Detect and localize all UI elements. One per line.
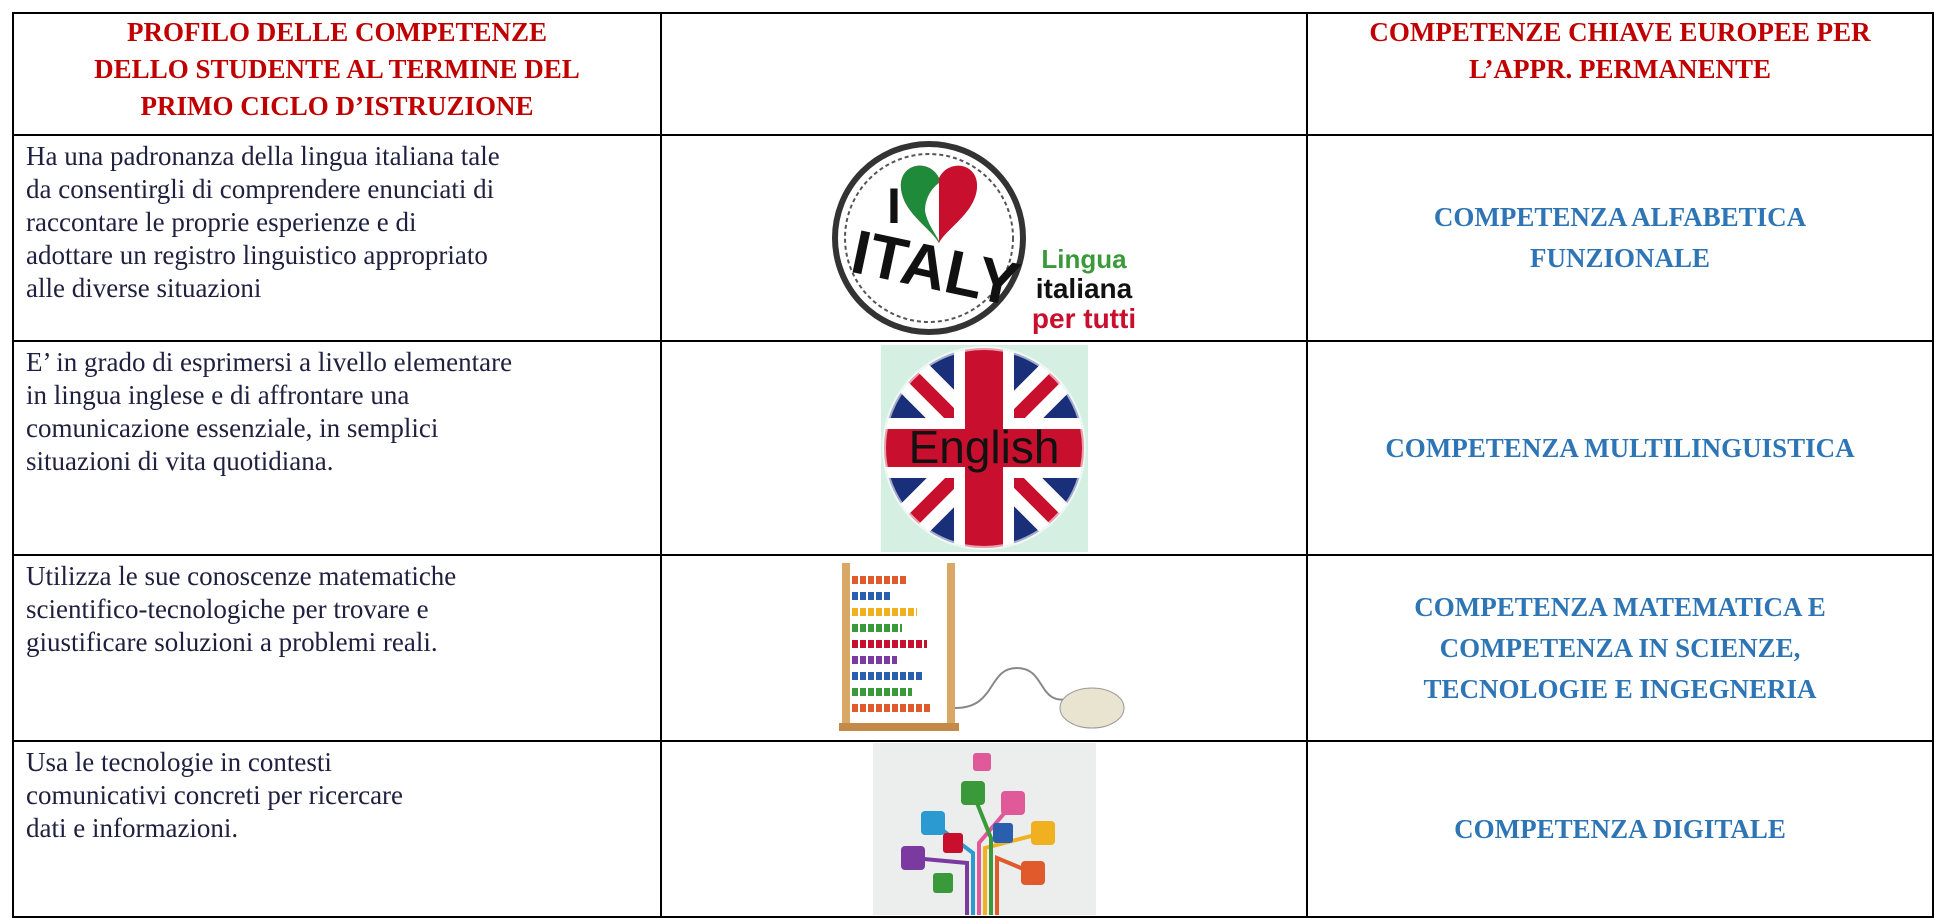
competence-cell: COMPETENZA DIGITALE: [1306, 740, 1934, 918]
row: E’ in grado di esprimersi a livello elem…: [12, 340, 1934, 556]
competence-cell: COMPETENZA MULTILINGUISTICA: [1306, 340, 1934, 556]
text-line: Ha una padronanza della lingua italiana …: [26, 141, 500, 171]
header-empty: [660, 12, 1308, 136]
profile-cell: Usa le tecnologie in contesti comunicati…: [12, 740, 662, 918]
text-line: da consentirgli di comprendere enunciati…: [26, 174, 495, 204]
competence-line: TECNOLOGIE E INGEGNERIA: [1423, 673, 1817, 704]
header-line: PRIMO CICLO D’ISTRUZIONE: [140, 91, 534, 121]
text-line: E’ in grado di esprimersi a livello elem…: [26, 347, 513, 377]
text-line: Utilizza le sue conoscenze matematiche: [26, 561, 457, 591]
competence-table: PROFILO DELLE COMPETENZE DELLO STUDENTE …: [12, 12, 1934, 918]
text-line: in lingua inglese e di affrontare una: [26, 380, 410, 410]
header-key: COMPETENZE CHIAVE EUROPEE PER L’APPR. PE…: [1306, 12, 1934, 136]
image-cell: [660, 740, 1308, 918]
profile-cell: Utilizza le sue conoscenze matematiche s…: [12, 554, 662, 742]
digital-tree-image: [872, 743, 1096, 915]
text-line: scientifico-tecnologiche per trovare e: [26, 594, 429, 624]
header-line: L’APPR. PERMANENTE: [1468, 54, 1771, 84]
english-logo: English: [880, 344, 1088, 552]
competence-cell: COMPETENZA MATEMATICA E COMPETENZA IN SC…: [1306, 554, 1934, 742]
competence-line: COMPETENZA ALFABETICA: [1433, 202, 1807, 232]
logo-text: ITALY: [846, 218, 1025, 321]
competence-line: FUNZIONALE: [1529, 243, 1711, 273]
logo-text: Lingua: [1041, 244, 1127, 274]
text-line: comunicazione essenziale, in semplici: [26, 413, 439, 443]
row: Ha una padronanza della lingua italiana …: [12, 134, 1934, 342]
logo-text: italiana: [1036, 273, 1133, 304]
profile-cell: E’ in grado di esprimersi a livello elem…: [12, 340, 662, 556]
competence-line: COMPETENZA IN SCIENZE,: [1439, 632, 1801, 663]
competence-line: COMPETENZA DIGITALE: [1454, 813, 1786, 844]
abacus-image: [838, 563, 1124, 731]
text-line: adottare un registro linguistico appropr…: [26, 240, 488, 270]
header-line: COMPETENZE CHIAVE EUROPEE PER: [1369, 17, 1871, 47]
header-line: PROFILO DELLE COMPETENZE: [126, 17, 548, 47]
row: Utilizza le sue conoscenze matematiche s…: [12, 554, 1934, 742]
header-profile: PROFILO DELLE COMPETENZE DELLO STUDENTE …: [12, 12, 662, 136]
text-line: alle diverse situazioni: [26, 273, 262, 303]
text-line: Usa le tecnologie in contesti: [26, 747, 332, 777]
header-row: PROFILO DELLE COMPETENZE DELLO STUDENTE …: [12, 12, 1934, 136]
profile-cell: Ha una padronanza della lingua italiana …: [12, 134, 662, 342]
competence-line: COMPETENZA MULTILINGUISTICA: [1385, 432, 1855, 463]
text-line: dati e informazioni.: [26, 813, 239, 843]
text-line: giustificare soluzioni a problemi reali.: [26, 627, 438, 657]
logo-text: I: [887, 178, 901, 234]
image-cell: English: [660, 340, 1308, 556]
competence-line: COMPETENZA MATEMATICA E: [1414, 591, 1826, 622]
row: Usa le tecnologie in contesti comunicati…: [12, 740, 1934, 918]
logo-text: per tutti: [1032, 303, 1136, 334]
italy-logo: I ITALY Lingua italiana per tutti: [832, 141, 1136, 335]
logo-text: English: [908, 421, 1059, 473]
text-line: comunicativi concreti per ricercare: [26, 780, 404, 810]
image-cell: [660, 554, 1308, 742]
text-line: situazioni di vita quotidiana.: [26, 446, 334, 476]
competence-cell: COMPETENZA ALFABETICA FUNZIONALE: [1306, 134, 1934, 342]
text-line: raccontare le proprie esperienze e di: [26, 207, 417, 237]
header-line: DELLO STUDENTE AL TERMINE DEL: [94, 54, 580, 84]
image-cell: I ITALY Lingua italiana per tutti: [660, 134, 1308, 342]
